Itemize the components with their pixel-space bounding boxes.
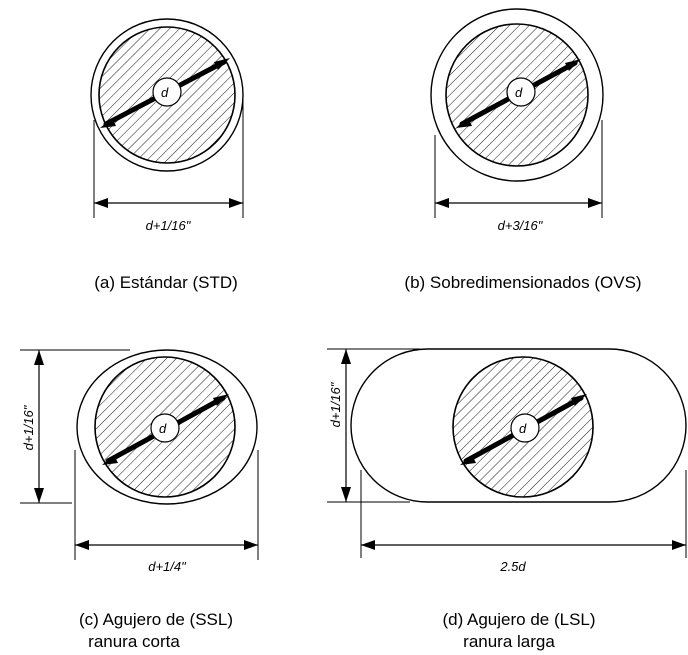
figure-caption: (d) Agujero de (LSL) bbox=[442, 610, 595, 629]
diameter-arrow-tip bbox=[214, 58, 230, 70]
dimension-label: d+1/16" bbox=[146, 218, 192, 233]
dimension-label: d+1/4" bbox=[148, 559, 187, 574]
dimension-arrow-right bbox=[244, 540, 258, 550]
dimension-label-vertical: d+1/16" bbox=[21, 404, 36, 450]
dimension-arrow-bottom bbox=[341, 487, 351, 502]
figure-caption: (c) Agujero de (SSL) bbox=[79, 610, 233, 629]
diameter-arrow-tip bbox=[565, 59, 581, 71]
dimension-label: d+3/16" bbox=[498, 218, 544, 233]
figure-caption: (a) Estándar (STD) bbox=[94, 273, 238, 292]
figure-b-oversized-hole: d d+3/16" (b) Sobredimensionados (OVS) bbox=[404, 8, 642, 292]
bolt-label: d bbox=[519, 421, 527, 436]
dimension-arrow-right bbox=[229, 198, 243, 208]
figure-d-long-slot-hole: d d+1/16" 2.5d (d) Agujero de (LSL) ranu… bbox=[327, 348, 687, 651]
dimension-arrow-left bbox=[94, 198, 108, 208]
figure-caption: ranura larga bbox=[463, 632, 555, 651]
diameter-arrow-tip bbox=[100, 118, 116, 128]
bolt-center bbox=[510, 413, 540, 443]
diameter-arrow-tip bbox=[460, 455, 476, 465]
diameter-arrow-tip bbox=[102, 455, 118, 465]
dimension-arrow-top bbox=[34, 350, 44, 365]
figure-caption: (b) Sobredimensionados (OVS) bbox=[404, 273, 641, 292]
dimension-arrow-right bbox=[672, 540, 686, 550]
dimension-arrow-left bbox=[435, 198, 449, 208]
dimension-arrow-right bbox=[588, 198, 602, 208]
bolt-center bbox=[506, 77, 536, 107]
dimension-arrow-bottom bbox=[34, 488, 44, 503]
dimension-label-vertical: d+1/16" bbox=[328, 381, 343, 427]
dimension-label: 2.5d bbox=[499, 559, 526, 574]
figure-a-standard-hole: d d+1/16" (a) Estándar (STD) bbox=[90, 18, 244, 292]
bolt-label: d bbox=[515, 85, 523, 100]
dimension-arrow-left bbox=[361, 540, 375, 550]
diameter-arrow-tip bbox=[213, 394, 229, 406]
bolt-label: d bbox=[161, 85, 169, 100]
diameter-arrow-tip bbox=[571, 394, 587, 406]
bolt-center bbox=[152, 77, 182, 107]
dimension-arrow-left bbox=[75, 540, 89, 550]
bolt-label: d bbox=[159, 421, 167, 436]
figure-c-short-slot-hole: d d+1/16" d+1/4" (c) Agujero de (SSL) ra… bbox=[20, 349, 259, 651]
figure-caption: ranura corta bbox=[88, 632, 180, 651]
dimension-arrow-top bbox=[341, 349, 351, 364]
bolt-center bbox=[150, 413, 180, 443]
diameter-arrow-tip bbox=[456, 118, 472, 128]
